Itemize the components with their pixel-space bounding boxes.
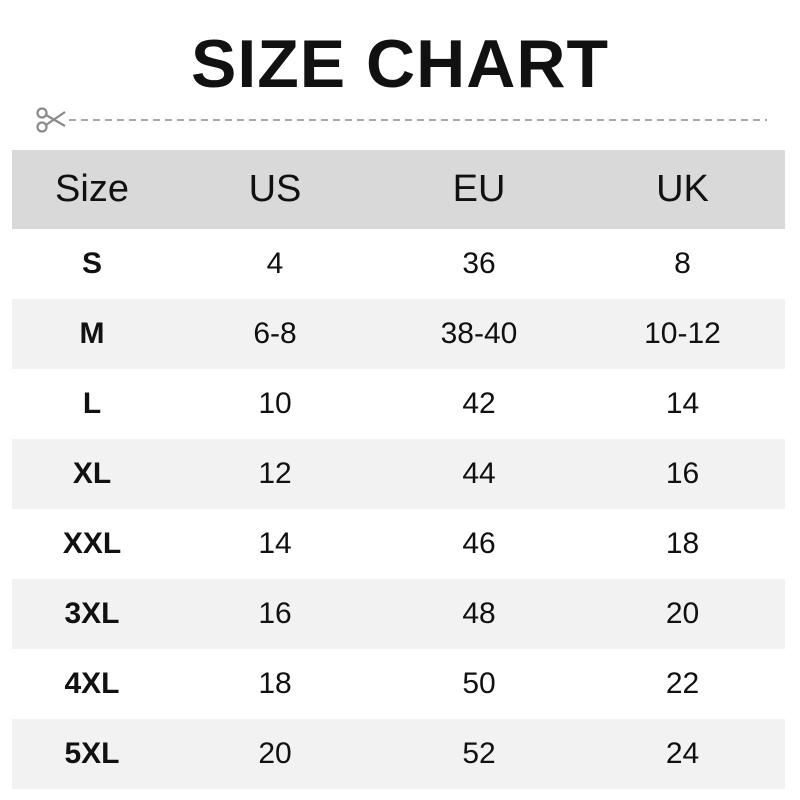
cell-uk: 18 [665, 527, 700, 560]
cell-us: 16 [258, 597, 292, 630]
page-title: SIZE CHART [191, 26, 609, 102]
table-row: 4XL 18 50 22 [12, 649, 785, 719]
column-header-size: Size [12, 150, 172, 229]
cell-size: 5XL [64, 737, 120, 770]
cell-us: 4 [266, 247, 284, 280]
table-row: XL 12 44 16 [12, 439, 785, 509]
cell-eu: 42 [462, 387, 496, 420]
header-row: Size US EU UK [12, 150, 785, 229]
column-header-eu: EU [378, 150, 580, 229]
cell-us: 20 [258, 737, 292, 770]
cut-line [35, 106, 770, 134]
size-table: Size US EU UK S 4 36 8 M 6-8 38-40 10-12 L 10 42 14… [12, 150, 785, 789]
cell-size: L [82, 387, 102, 420]
cell-us: 14 [258, 527, 292, 560]
cell-uk: 24 [665, 737, 700, 770]
column-header-us: US [172, 150, 378, 229]
table-row: M 6-8 38-40 10-12 [12, 299, 785, 369]
table-row: S 4 36 8 [12, 229, 785, 299]
table-row: L 10 42 14 [12, 369, 785, 439]
table-row: 3XL 16 48 20 [12, 579, 785, 649]
cell-size: M [79, 317, 105, 350]
cell-uk: 10-12 [644, 317, 721, 350]
cell-eu: 48 [462, 597, 496, 630]
cell-eu: 46 [462, 527, 496, 560]
table-row: 5XL 20 52 24 [12, 719, 785, 789]
cell-eu: 36 [462, 247, 496, 280]
cell-size: 3XL [64, 597, 120, 630]
cell-uk: 16 [665, 457, 700, 490]
cell-uk: 20 [665, 597, 700, 630]
column-header-uk: UK [580, 150, 785, 229]
cell-us: 18 [258, 667, 292, 700]
cell-size: XXL [62, 527, 122, 560]
cell-size: S [81, 247, 102, 280]
cell-us: 10 [258, 387, 292, 420]
cell-uk: 8 [674, 247, 691, 280]
cell-eu: 44 [462, 457, 496, 490]
cell-uk: 22 [665, 667, 700, 700]
cell-uk: 14 [665, 387, 700, 420]
cell-eu: 52 [462, 737, 496, 770]
scissors-icon [36, 107, 66, 133]
cell-size: XL [72, 457, 112, 490]
cell-us: 6-8 [253, 317, 297, 350]
cell-eu: 50 [462, 667, 496, 700]
cell-size: 4XL [64, 667, 120, 700]
cell-us: 12 [258, 457, 292, 490]
cell-eu: 38-40 [440, 317, 518, 350]
table-row: XXL 14 46 18 [12, 509, 785, 579]
